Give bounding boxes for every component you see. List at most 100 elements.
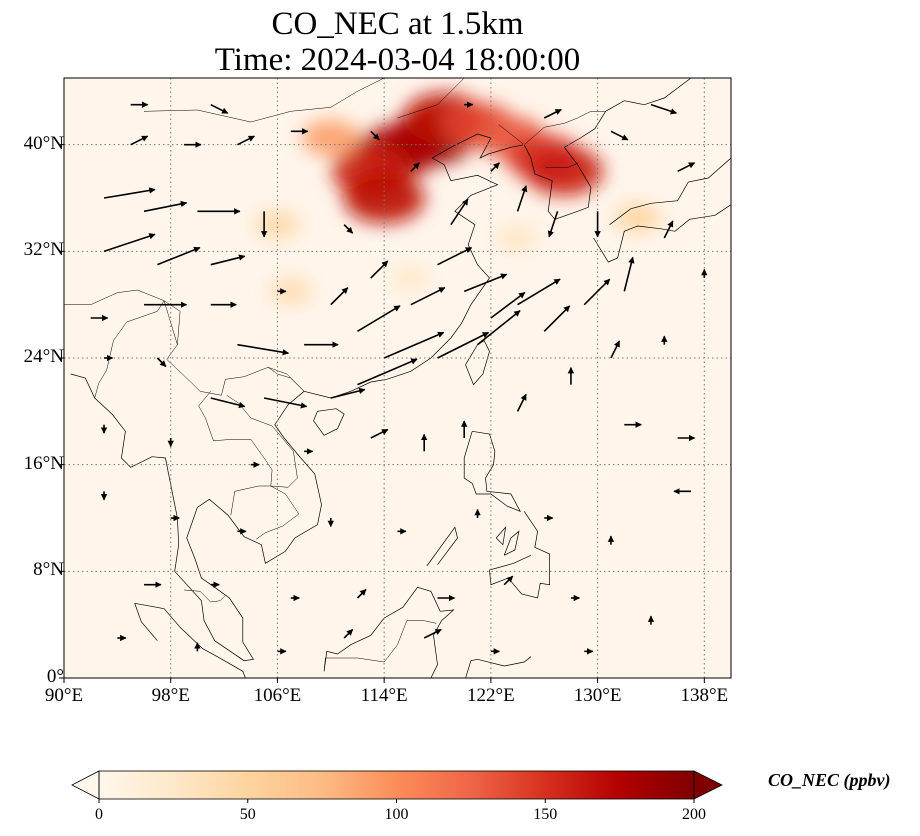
country-border <box>397 78 465 119</box>
wind-vectors <box>90 101 708 655</box>
wind-arrow <box>237 343 290 356</box>
coastline <box>489 511 550 599</box>
colorbar-label: CO_NEC (ppbv) <box>768 770 891 790</box>
gridlines <box>59 78 731 683</box>
wind-arrow <box>103 187 156 199</box>
wind-arrow <box>263 397 308 409</box>
wind-arrow <box>410 286 446 306</box>
coastline <box>426 526 458 567</box>
coastline <box>304 133 525 399</box>
concentration-blob <box>391 265 431 291</box>
coastline <box>134 602 246 678</box>
lon-tick-label: 122°E <box>467 685 515 706</box>
colorbar-tick-label: 50 <box>239 806 256 823</box>
wind-arrow <box>210 103 229 114</box>
coastline <box>463 430 521 512</box>
chart-subtitle: Time: 2024-03-04 18:00:00 <box>214 42 581 78</box>
wind-arrow <box>383 331 445 359</box>
lon-tick-label: 130°E <box>573 685 622 706</box>
coastline <box>609 157 731 225</box>
concentration-blob <box>614 203 661 233</box>
lat-tick-label: 0° <box>46 666 64 687</box>
lon-tick-label: 138°E <box>680 685 729 706</box>
country-border <box>325 620 437 663</box>
wind-arrow <box>356 588 367 599</box>
lon-tick-label: 106°E <box>253 685 302 706</box>
country-border <box>545 163 578 168</box>
wind-arrow <box>516 393 527 412</box>
wind-arrow <box>370 428 389 439</box>
country-border <box>524 111 606 145</box>
concentration-blob <box>525 146 604 196</box>
coastline <box>495 526 507 546</box>
wind-arrow <box>343 628 354 639</box>
wind-arrow <box>547 211 559 238</box>
wind-arrow <box>210 397 246 409</box>
wind-arrow <box>423 628 442 639</box>
wind-arrow <box>357 358 418 386</box>
colorbar-tick-label: 100 <box>384 806 409 823</box>
wind-arrow <box>410 162 420 172</box>
wind-arrow <box>450 198 469 226</box>
coastline <box>465 340 490 386</box>
country-border <box>267 367 305 392</box>
concentration-blob <box>343 172 425 224</box>
colorbar-tick-label: 0 <box>95 806 103 823</box>
coastlines <box>64 78 731 678</box>
colorbar-tick-label: 150 <box>533 806 558 823</box>
colorbar-extend-max <box>693 770 723 800</box>
wind-arrow <box>516 185 528 212</box>
country-border <box>184 589 226 603</box>
wind-arrow <box>103 233 156 253</box>
coastline <box>593 204 731 263</box>
lon-tick-label: 114°E <box>360 685 408 706</box>
colorbar <box>71 770 723 803</box>
wind-arrow <box>543 108 562 119</box>
wind-arrow <box>130 135 149 146</box>
wind-arrow <box>143 200 188 213</box>
wind-arrow <box>370 260 389 279</box>
colorbar-tick-label: 200 <box>682 806 706 823</box>
wind-arrow <box>437 246 473 266</box>
wind-arrow <box>610 340 621 359</box>
wind-arrow <box>477 310 521 346</box>
map-frame <box>63 77 732 679</box>
country-border <box>498 124 525 145</box>
lon-tick-label: 90°E <box>44 685 84 706</box>
lon-tick-label: 98°E <box>151 685 190 706</box>
chart-title: CO_NEC at 1.5km <box>271 6 524 42</box>
wind-arrow <box>463 273 508 293</box>
concentration-blob <box>269 277 313 305</box>
wind-arrow <box>490 291 526 319</box>
country-border <box>143 78 385 123</box>
colorbar-extend-min <box>71 770 100 800</box>
coastline <box>503 530 520 556</box>
country-border <box>163 300 305 396</box>
concentration-blob <box>254 210 300 239</box>
coastline <box>323 586 455 678</box>
wind-arrow <box>210 254 246 266</box>
wind-arrow <box>517 278 561 306</box>
coastline <box>70 373 322 662</box>
wind-arrow <box>157 246 201 266</box>
wind-arrow <box>330 287 349 306</box>
country-border <box>94 300 165 399</box>
concentration-blob <box>497 225 538 251</box>
concentration-blob <box>301 119 360 157</box>
country-border <box>64 289 181 345</box>
wind-arrow <box>370 130 380 141</box>
lat-tick-label: 40°N <box>23 132 64 154</box>
wind-arrow <box>357 305 401 333</box>
wind-arrow <box>543 305 571 332</box>
country-border <box>198 391 298 488</box>
colorbar-gradient <box>99 771 694 799</box>
lat-tick-label: 16°N <box>23 452 64 474</box>
wind-arrow <box>610 130 629 141</box>
lat-tick-label: 8°N <box>33 559 64 581</box>
wind-arrow <box>583 278 611 306</box>
wind-arrow <box>330 387 366 399</box>
wind-arrow <box>650 103 678 115</box>
wind-arrow <box>237 135 255 146</box>
coastline <box>134 603 158 641</box>
